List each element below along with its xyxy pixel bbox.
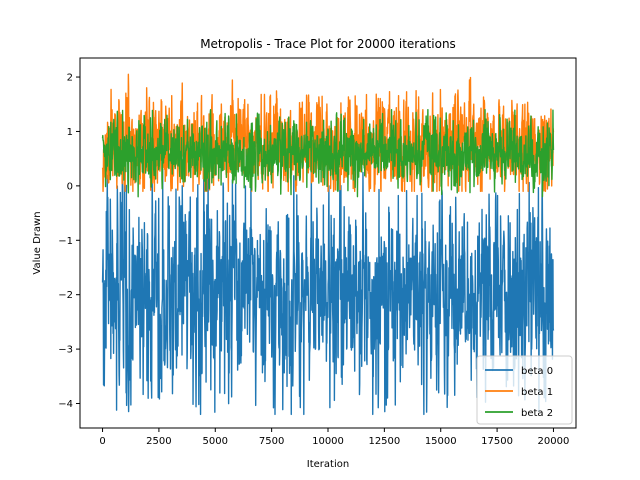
x-axis: 0 2500 5000 7500 10000 12500 15000 17500 20000 [99,428,569,447]
chart-title: Metropolis - Trace Plot for 20000 iterat… [200,37,456,51]
x-tick-label: 10000 [312,436,344,447]
legend-label: beta 1 [521,387,553,398]
legend: beta 0 beta 1 beta 2 [477,356,572,424]
legend-label: beta 0 [521,366,553,377]
x-tick-label: 7500 [259,436,284,447]
y-tick-label: 0 [67,181,73,192]
x-tick-label: 12500 [368,436,400,447]
y-axis-label: Value Drawn [32,211,43,274]
y-tick-label: −4 [58,399,73,410]
legend-label: beta 2 [521,408,553,419]
y-tick-label: 2 [67,73,73,84]
x-tick-label: 5000 [203,436,228,447]
y-axis: −4 −3 −2 −1 0 1 2 [58,73,80,410]
x-axis-label: Iteration [307,459,349,470]
x-tick-label: 20000 [538,436,570,447]
x-tick-label: 2500 [146,436,171,447]
y-tick-label: −1 [58,236,73,247]
x-tick-label: 17500 [481,436,513,447]
x-tick-label: 15000 [425,436,457,447]
y-tick-label: −2 [58,290,73,301]
y-tick-label: −3 [58,345,73,356]
y-tick-label: 1 [67,127,73,138]
x-tick-label: 0 [99,436,105,447]
